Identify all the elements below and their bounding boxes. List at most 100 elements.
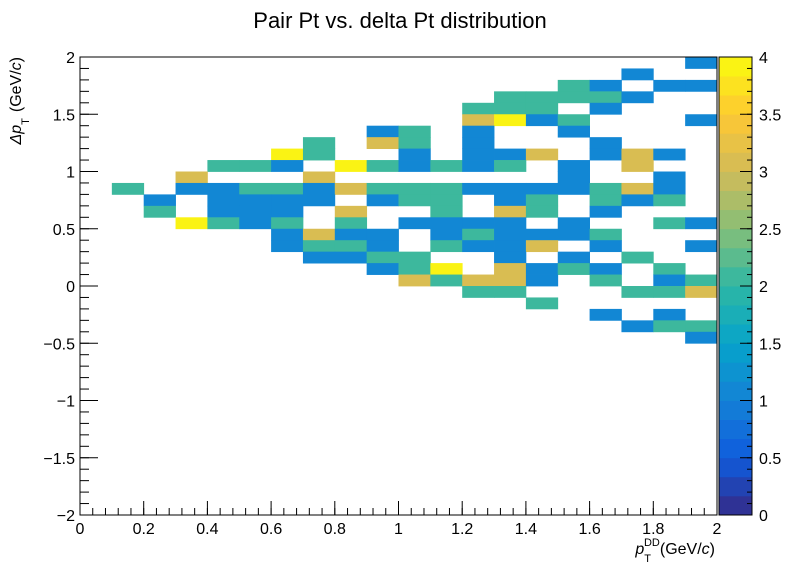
heatmap-cell (398, 182, 431, 195)
heatmap-cell (685, 320, 718, 333)
heatmap-cell (525, 240, 559, 253)
chart-title: Pair Pt vs. delta Pt distribution (253, 8, 546, 33)
z-tick-label: 0.5 (759, 451, 781, 468)
heatmap-cell (589, 228, 622, 241)
palette-band (719, 228, 752, 249)
x-axis-label-unit-italic: c (702, 541, 710, 558)
z-tick-label: 2.5 (759, 222, 781, 239)
heatmap-cell (462, 182, 495, 195)
z-tick-label: 3 (759, 165, 768, 182)
heatmap-cell (494, 217, 527, 230)
heatmap-cell (207, 182, 240, 195)
heatmap-cell (653, 79, 686, 92)
heatmap-cell (430, 182, 463, 195)
heatmap-cell (430, 194, 463, 207)
heatmap-cell (589, 274, 622, 287)
heatmap-cell (334, 217, 368, 230)
y-tick-label: −0.5 (43, 336, 75, 353)
heatmap-cell (430, 217, 463, 230)
palette-band (719, 247, 752, 268)
heatmap-cell (494, 182, 527, 195)
palette-band (719, 190, 752, 211)
y-axis-label-sub: T (20, 118, 32, 125)
heatmap-cell (557, 114, 590, 127)
heatmap-cell (302, 228, 336, 241)
palette-band (719, 362, 752, 382)
heatmap-cell (589, 308, 622, 321)
y-axis-label-main: Δp (8, 125, 25, 146)
x-axis-label: pT DD(GeV/c) (634, 537, 715, 565)
heatmap-cell (430, 160, 463, 172)
heatmap-cell (271, 228, 304, 241)
heatmap-cell (239, 194, 272, 207)
palette-band (719, 495, 752, 516)
heatmap-cell (494, 251, 527, 264)
heatmap-cell (557, 182, 590, 195)
heatmap-cell (302, 194, 336, 207)
heatmap-cell (653, 148, 686, 161)
heatmap-cell (175, 182, 208, 195)
y-tick-label: −2 (57, 508, 75, 525)
heatmap-cell (494, 114, 527, 127)
heatmap-cell (271, 148, 304, 161)
heatmap-cell (302, 182, 336, 195)
heatmap-cell (366, 228, 399, 241)
x-tick-label: 1.4 (515, 521, 537, 538)
heatmap-cell (302, 148, 336, 161)
heatmap-cell (334, 228, 368, 241)
heatmap-cell (239, 182, 272, 195)
x-axis-label-sub: T (644, 553, 651, 565)
heatmap-cell (462, 137, 495, 149)
heatmap-cell (207, 205, 240, 218)
heatmap-cell (462, 160, 495, 172)
x-tick-label: 0 (76, 521, 85, 538)
y-tick-label: −1.5 (43, 451, 75, 468)
x-tick-label: 0.4 (196, 521, 218, 538)
heatmap-cell (494, 160, 527, 172)
heatmap-cell (398, 137, 431, 149)
palette-band (719, 343, 752, 363)
heatmap-cell (621, 91, 654, 104)
heatmap-cell (366, 182, 399, 195)
heatmap-cell (653, 217, 686, 230)
heatmap-cell (398, 160, 431, 172)
heatmap-cell (366, 240, 399, 253)
palette-band (719, 152, 752, 172)
palette-band (719, 209, 752, 230)
x-axis-label-unit-suffix: ) (710, 541, 715, 558)
heatmap-cell (494, 274, 527, 287)
heatmap-cell (462, 102, 495, 115)
heatmap-cell (430, 240, 463, 253)
x-tick-label: 1.2 (451, 521, 473, 538)
heatmap-cell (239, 217, 272, 230)
palette-band (719, 76, 752, 96)
heatmap-cell (685, 240, 718, 253)
z-tick-label: 1.5 (759, 336, 781, 353)
heatmap-cell (685, 57, 718, 69)
heatmap-cell (430, 228, 463, 241)
heatmap-cell (653, 194, 686, 207)
palette-band (719, 381, 752, 401)
heatmap-cell (589, 137, 622, 149)
heatmap-cell (685, 286, 718, 298)
heatmap-cells (111, 57, 718, 344)
heatmap-cell (653, 263, 686, 275)
heatmap-cell (398, 263, 431, 275)
z-tick-label: 2 (759, 279, 768, 296)
heatmap-cell (302, 240, 336, 253)
heatmap-cell (525, 91, 559, 104)
palette-band (719, 171, 752, 191)
heatmap-cell (653, 171, 686, 184)
y-axis-label: ΔpT (GeV/c) (8, 57, 32, 146)
heatmap-cell (207, 217, 240, 230)
y-axis-label-unit-italic: c (8, 62, 25, 70)
heatmap-cell (111, 182, 145, 195)
heatmap-cell (143, 194, 176, 207)
palette-band (719, 419, 752, 440)
heatmap-cell (653, 182, 686, 195)
y-tick-label: 0 (66, 279, 75, 296)
heatmap-cell (525, 194, 559, 207)
palette-band (719, 476, 752, 497)
x-axis-label-sup: DD (644, 537, 660, 549)
